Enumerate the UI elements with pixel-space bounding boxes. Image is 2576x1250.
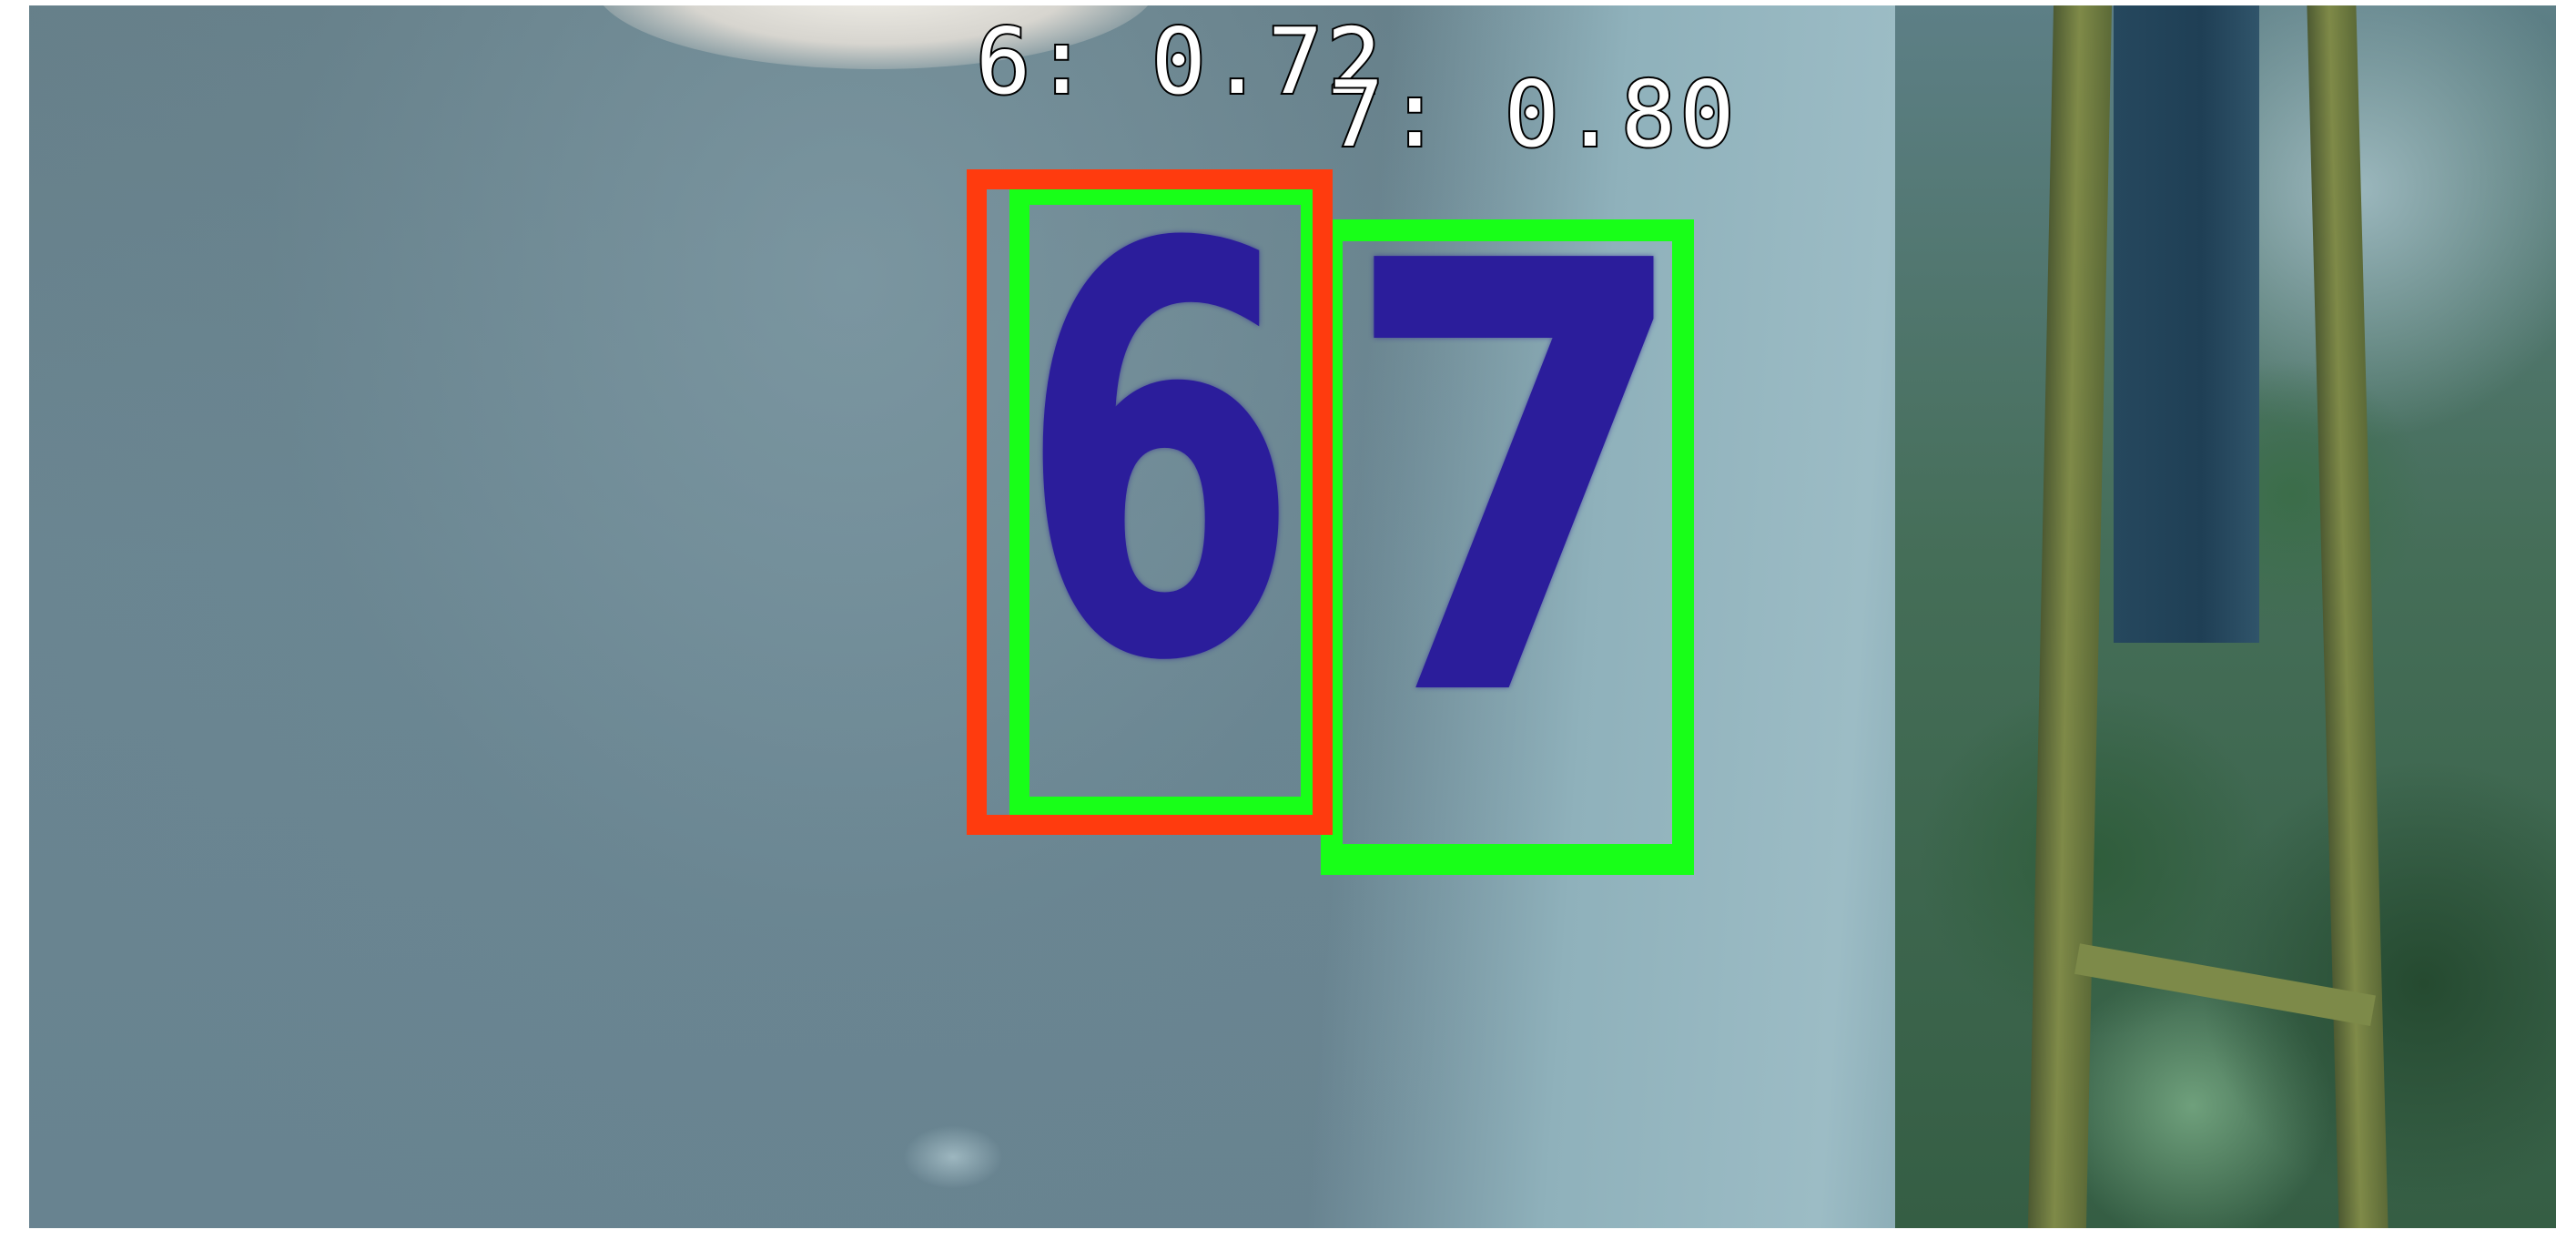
detection-label-seven: 7: 0.80	[1327, 61, 1739, 168]
detection-label-six: 6: 0.72	[974, 8, 1385, 115]
photo-scene: 6 7 6: 0.72 7: 0.80	[29, 5, 2556, 1228]
house-number-digit-seven: 7	[1340, 139, 1694, 828]
house-number-digit-six: 6	[1018, 128, 1301, 785]
wall-spot	[903, 1125, 1003, 1189]
prediction-box-six	[967, 169, 1333, 835]
ground-truth-box-seven	[1321, 219, 1694, 875]
dark-pole-shadow	[2114, 5, 2259, 643]
